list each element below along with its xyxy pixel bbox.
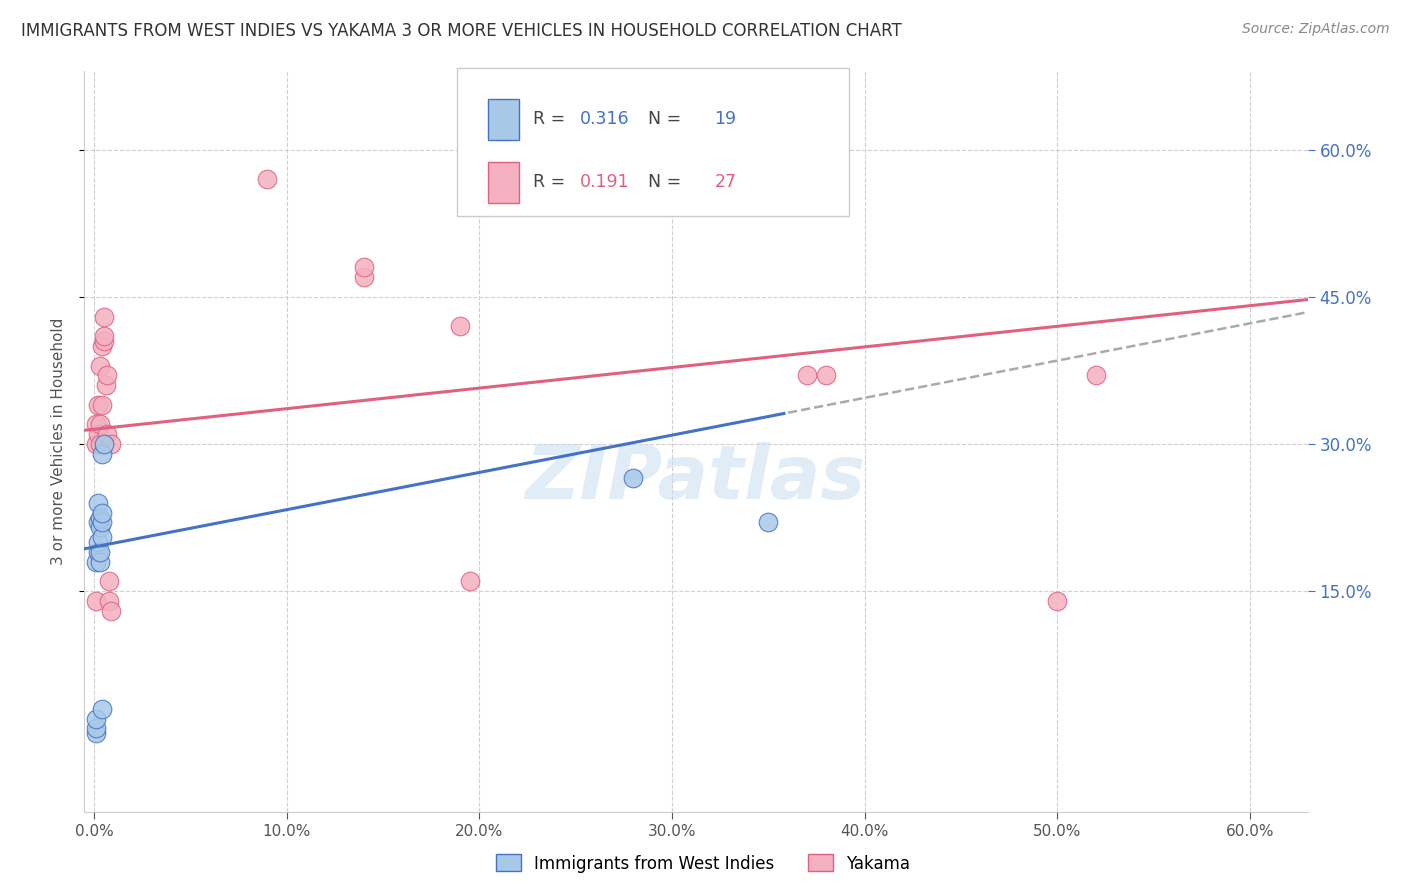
Point [84, 417, 107, 432]
Text: 27: 27 [714, 173, 737, 192]
Point [621, 471, 644, 485]
Point [89, 555, 111, 569]
Point [89, 545, 111, 559]
Y-axis label: 3 or more Vehicles in Household: 3 or more Vehicles in Household [51, 318, 66, 566]
Point [93, 334, 115, 348]
Point [756, 516, 779, 530]
Point [100, 604, 122, 618]
Point [90, 530, 112, 544]
Point [1084, 368, 1107, 383]
Point [87, 496, 110, 510]
Point [526, 192, 548, 206]
Point [90, 447, 112, 461]
Point [796, 368, 818, 383]
Point [718, 113, 741, 128]
Point [87, 535, 110, 549]
Point [90, 506, 112, 520]
Point [89, 520, 111, 534]
Point [84, 594, 107, 608]
Point [93, 310, 115, 324]
Point [90, 339, 112, 353]
Bar [488, 99, 519, 140]
Text: 0.316: 0.316 [579, 111, 630, 128]
Point [814, 368, 837, 383]
Point [84, 555, 107, 569]
Point [256, 172, 278, 186]
Point [84, 712, 107, 726]
Point [449, 319, 471, 334]
Point [87, 545, 110, 559]
Point [87, 427, 110, 442]
FancyBboxPatch shape [457, 68, 849, 216]
Point [84, 726, 107, 740]
Point [98, 594, 121, 608]
Point [100, 437, 122, 451]
Point [458, 574, 481, 589]
Legend: Immigrants from West Indies, Yakama: Immigrants from West Indies, Yakama [489, 847, 917, 880]
Point [90, 398, 112, 412]
Point [1046, 594, 1069, 608]
Text: 0.191: 0.191 [579, 173, 630, 192]
Text: N =: N = [637, 173, 688, 192]
Text: IMMIGRANTS FROM WEST INDIES VS YAKAMA 3 OR MORE VEHICLES IN HOUSEHOLD CORRELATIO: IMMIGRANTS FROM WEST INDIES VS YAKAMA 3 … [21, 22, 901, 40]
Point [87, 516, 110, 530]
Point [89, 437, 111, 451]
Point [93, 329, 115, 343]
Point [84, 722, 107, 736]
Point [84, 437, 107, 451]
Bar [488, 162, 519, 202]
Point [353, 260, 375, 275]
Point [89, 510, 111, 524]
Point [90, 702, 112, 716]
Text: 19: 19 [714, 111, 737, 128]
Point [89, 359, 111, 373]
Text: Source: ZipAtlas.com: Source: ZipAtlas.com [1241, 22, 1389, 37]
Text: ZIPatlas: ZIPatlas [526, 442, 866, 515]
Point [89, 417, 111, 432]
Text: N =: N = [637, 111, 688, 128]
Text: R =: R = [533, 173, 571, 192]
Point [87, 398, 110, 412]
Point [96, 368, 118, 383]
Point [96, 427, 118, 442]
Point [94, 378, 117, 392]
Point [98, 574, 121, 589]
Point [353, 270, 375, 285]
Point [90, 516, 112, 530]
Text: R =: R = [533, 111, 571, 128]
Point [93, 437, 115, 451]
